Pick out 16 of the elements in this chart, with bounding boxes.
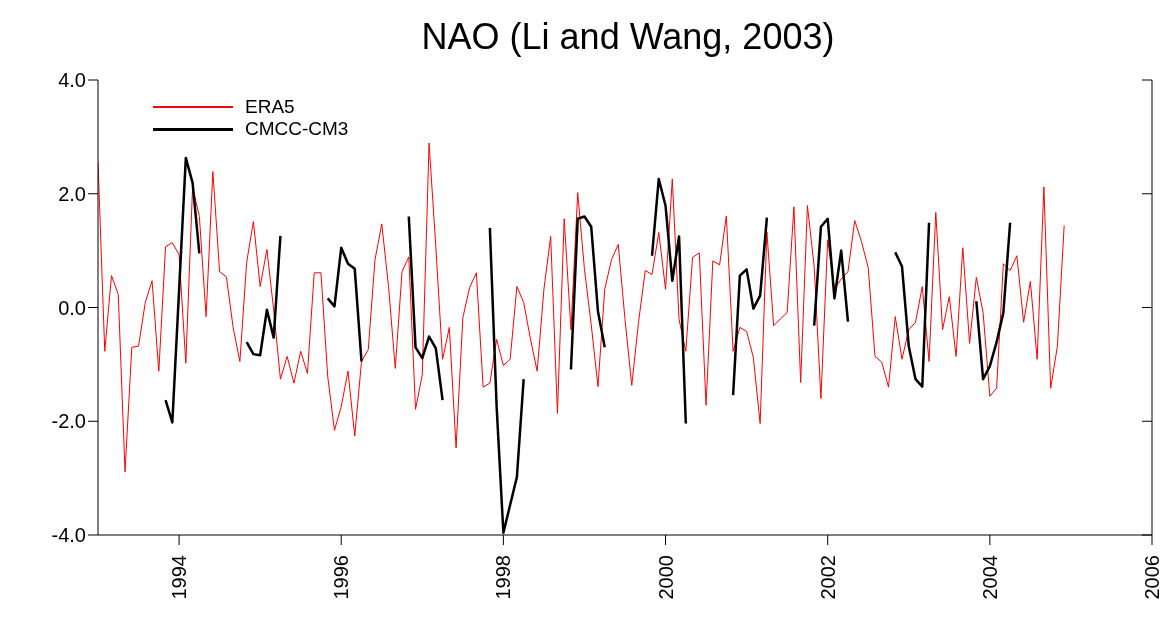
x-tick-label: 1996 <box>330 555 353 600</box>
x-tick-label: 2006 <box>1141 555 1163 600</box>
x-tick-label: 2002 <box>816 555 839 600</box>
y-tick-label: -2.0 <box>51 410 86 433</box>
y-tick-label: 4.0 <box>58 69 86 92</box>
y-tick-label: 0.0 <box>58 296 86 319</box>
y-tick-label: -4.0 <box>51 524 86 547</box>
line-series <box>98 142 1065 473</box>
y-tick-label: 2.0 <box>58 182 86 205</box>
chart-title: NAO (Li and Wang, 2003) <box>420 15 836 59</box>
x-tick-label: 1998 <box>492 555 515 600</box>
x-tick-label: 1994 <box>168 555 191 600</box>
x-tick-label: 2004 <box>978 555 1001 600</box>
legend-label: CMCC-CM3 <box>245 118 349 140</box>
legend-label: ERA5 <box>245 96 295 118</box>
x-tick-label: 2000 <box>654 555 677 600</box>
